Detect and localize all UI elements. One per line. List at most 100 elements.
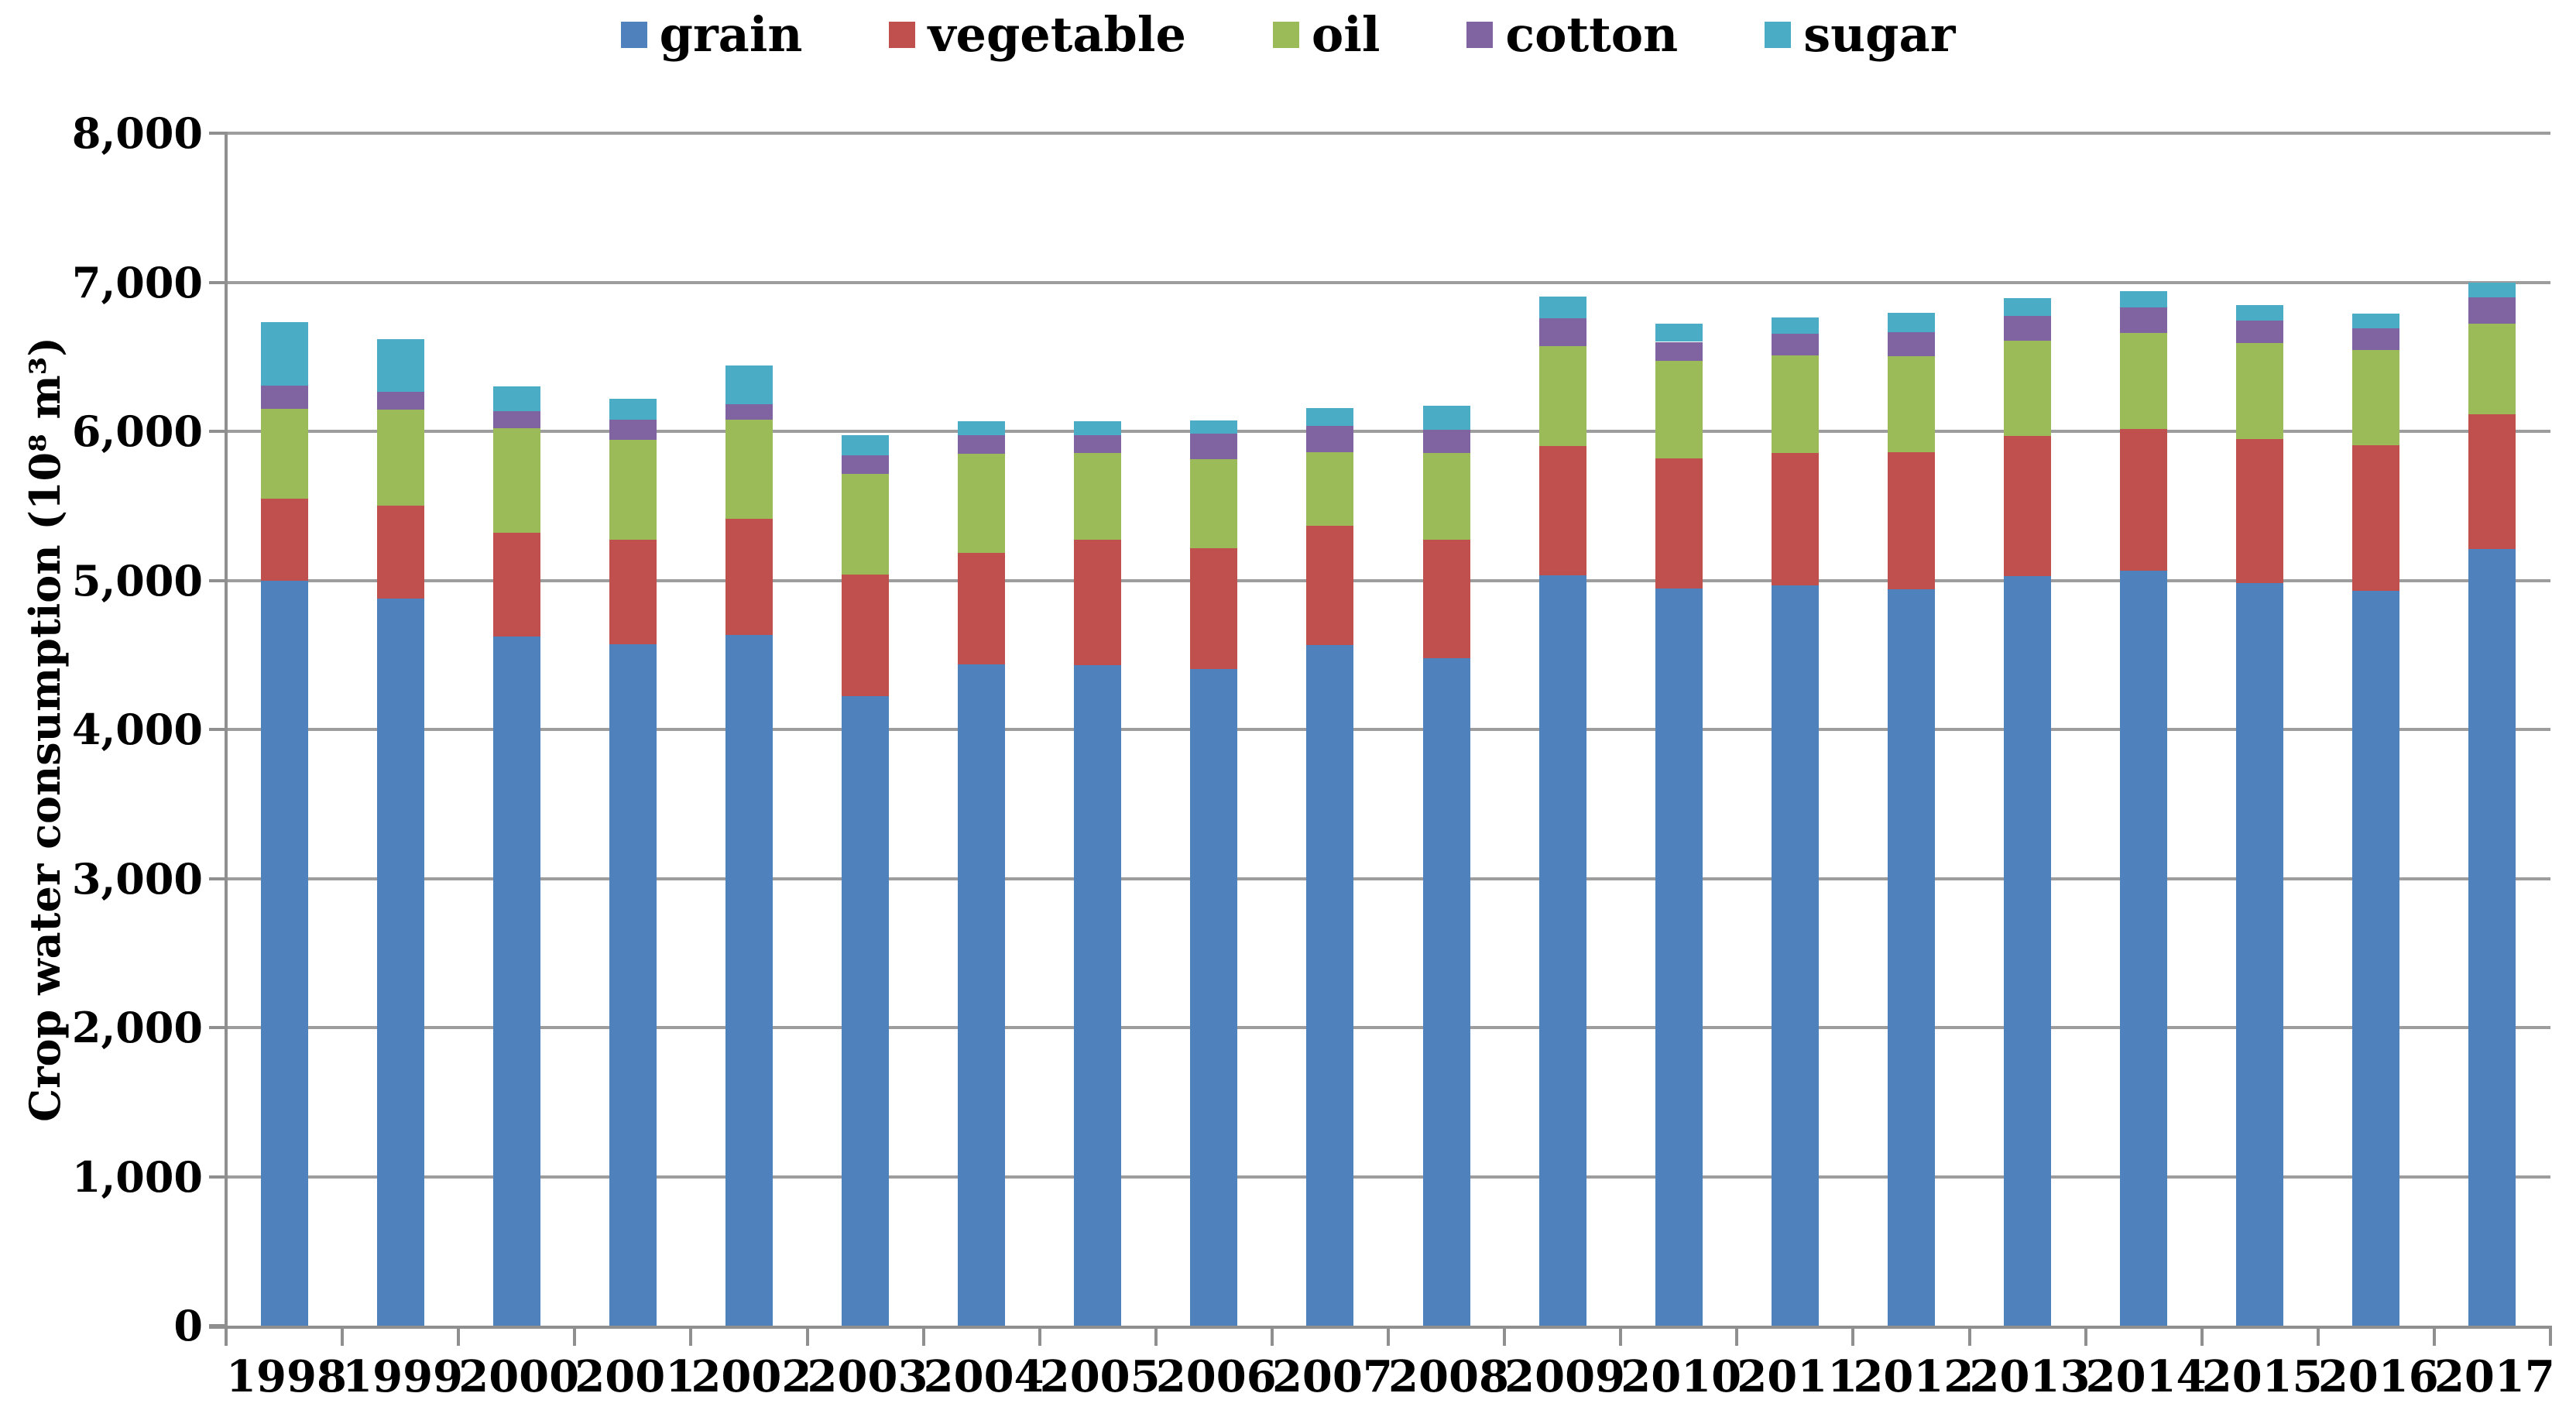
year-label-2013: 2013 xyxy=(1969,1351,2091,1402)
bar-segment-2010-grain xyxy=(1655,588,1703,1326)
bar-segment-2017-grain xyxy=(2468,549,2516,1326)
legend-label-sugar: sugar xyxy=(1803,6,1956,63)
y-tick-label-0: 0 xyxy=(173,1301,203,1350)
bar-segment-2002-grain xyxy=(725,634,773,1326)
x-tick-13 xyxy=(1735,1326,1739,1346)
bar-segment-2015-cotton xyxy=(2236,320,2284,344)
grid-line-6000 xyxy=(226,430,2550,433)
bar-segment-2011-vegetable xyxy=(1771,452,1819,586)
bar-segment-2010-cotton xyxy=(1655,341,1703,361)
bar-segment-2003-cotton xyxy=(842,455,890,474)
x-tick-4 xyxy=(689,1326,693,1346)
bar-segment-2000-vegetable xyxy=(492,532,540,637)
bar-segment-2005-sugar xyxy=(1074,420,1122,435)
bar-segment-1998-sugar xyxy=(260,322,308,386)
year-label-2008: 2008 xyxy=(1388,1351,1509,1402)
y-tick-label-6000: 6,000 xyxy=(71,407,203,456)
year-label-2004: 2004 xyxy=(923,1351,1044,1402)
x-tick-10 xyxy=(1387,1326,1390,1346)
bar-segment-2008-vegetable xyxy=(1422,539,1470,658)
bar-segment-2005-oil xyxy=(1074,452,1122,540)
bar-segment-2001-cotton xyxy=(609,419,657,440)
x-tick-14 xyxy=(1851,1326,1855,1346)
bar-segment-2003-vegetable xyxy=(842,574,890,696)
bar-segment-2001-oil xyxy=(609,439,657,540)
legend-swatch-sugar-icon xyxy=(1765,22,1792,48)
year-label-1998: 1998 xyxy=(226,1351,347,1402)
bar-segment-2000-sugar xyxy=(492,386,540,411)
x-tick-1 xyxy=(341,1326,345,1346)
year-label-2009: 2009 xyxy=(1504,1351,1625,1402)
bar-segment-2013-cotton xyxy=(2004,315,2052,341)
bar-segment-2006-sugar xyxy=(1190,420,1238,434)
x-tick-8 xyxy=(1154,1326,1158,1346)
bar-segment-2004-cotton xyxy=(958,434,1006,454)
bar-segment-2013-vegetable xyxy=(2004,435,2052,576)
y-tick-0 xyxy=(209,1324,226,1327)
year-label-2007: 2007 xyxy=(1271,1351,1393,1402)
bar-segment-2015-oil xyxy=(2236,343,2284,439)
bar-segment-2014-grain xyxy=(2120,570,2168,1326)
bar-segment-2014-oil xyxy=(2120,332,2168,430)
legend-label-vegetable: vegetable xyxy=(928,6,1186,63)
bar-segment-2004-grain xyxy=(958,664,1006,1326)
bar-segment-2012-sugar xyxy=(1887,312,1935,332)
x-tick-12 xyxy=(1619,1326,1623,1346)
legend-swatch-grain-icon xyxy=(620,22,647,48)
year-label-2012: 2012 xyxy=(1853,1351,1974,1402)
y-axis-title: Crop water consumption (10⁸ m³) xyxy=(20,110,70,1349)
y-tick-8000 xyxy=(209,132,226,135)
bar-segment-2015-vegetable xyxy=(2236,438,2284,584)
bar-segment-2010-oil xyxy=(1655,360,1703,458)
bar-segment-2007-vegetable xyxy=(1306,526,1354,646)
bar-segment-2017-sugar xyxy=(2468,282,2516,297)
bar-segment-2009-grain xyxy=(1538,575,1586,1326)
legend-swatch-cotton-icon xyxy=(1466,22,1494,48)
bar-segment-2007-grain xyxy=(1306,645,1354,1326)
x-axis-line xyxy=(209,1326,2550,1329)
bar-segment-2015-grain xyxy=(2236,583,2284,1326)
x-tick-5 xyxy=(805,1326,809,1346)
x-tick-9 xyxy=(1270,1326,1274,1346)
legend-item-grain: grain xyxy=(620,11,802,59)
bar-segment-1999-grain xyxy=(376,598,424,1326)
y-tick-2000 xyxy=(209,1026,226,1029)
y-tick-6000 xyxy=(209,430,226,433)
x-tick-19 xyxy=(2432,1326,2436,1346)
x-tick-16 xyxy=(2084,1326,2087,1346)
bar-segment-2004-oil xyxy=(958,453,1006,553)
bar-segment-2009-sugar xyxy=(1538,296,1586,318)
y-tick-label-7000: 7,000 xyxy=(71,257,203,307)
bar-segment-2016-grain xyxy=(2352,590,2400,1326)
bar-segment-2006-vegetable xyxy=(1190,548,1238,670)
x-tick-20 xyxy=(2549,1326,2552,1346)
grid-line-1000 xyxy=(226,1175,2550,1179)
bar-segment-2012-oil xyxy=(1887,355,1935,452)
year-label-2002: 2002 xyxy=(691,1351,812,1402)
bar-segment-1998-cotton xyxy=(260,386,308,410)
chart-legend: grain vegetable oil cotton sugar xyxy=(0,11,2576,59)
y-axis-line xyxy=(225,132,228,1329)
bar-segment-2013-sugar xyxy=(2004,297,2052,316)
year-label-2003: 2003 xyxy=(807,1351,928,1402)
bar-segment-2011-cotton xyxy=(1771,333,1819,355)
x-tick-6 xyxy=(921,1326,925,1346)
bar-segment-2001-sugar xyxy=(609,398,657,420)
bar-segment-2010-sugar xyxy=(1655,324,1703,342)
x-tick-17 xyxy=(2200,1326,2204,1346)
x-tick-3 xyxy=(573,1326,577,1346)
legend-swatch-vegetable-icon xyxy=(889,22,916,48)
bar-segment-2007-cotton xyxy=(1306,426,1354,452)
bar-segment-2016-cotton xyxy=(2352,328,2400,351)
year-label-2005: 2005 xyxy=(1039,1351,1161,1402)
bar-segment-1998-grain xyxy=(260,581,308,1326)
x-tick-7 xyxy=(1038,1326,1041,1346)
bar-segment-2014-sugar xyxy=(2120,291,2168,308)
y-axis-title-text: Crop water consumption (10⁸ m³) xyxy=(20,337,70,1122)
bar-segment-1999-vegetable xyxy=(376,506,424,599)
bar-segment-2017-vegetable xyxy=(2468,413,2516,550)
bar-segment-1998-oil xyxy=(260,409,308,499)
legend-swatch-oil-icon xyxy=(1272,22,1299,48)
legend-item-sugar: sugar xyxy=(1765,11,1955,59)
